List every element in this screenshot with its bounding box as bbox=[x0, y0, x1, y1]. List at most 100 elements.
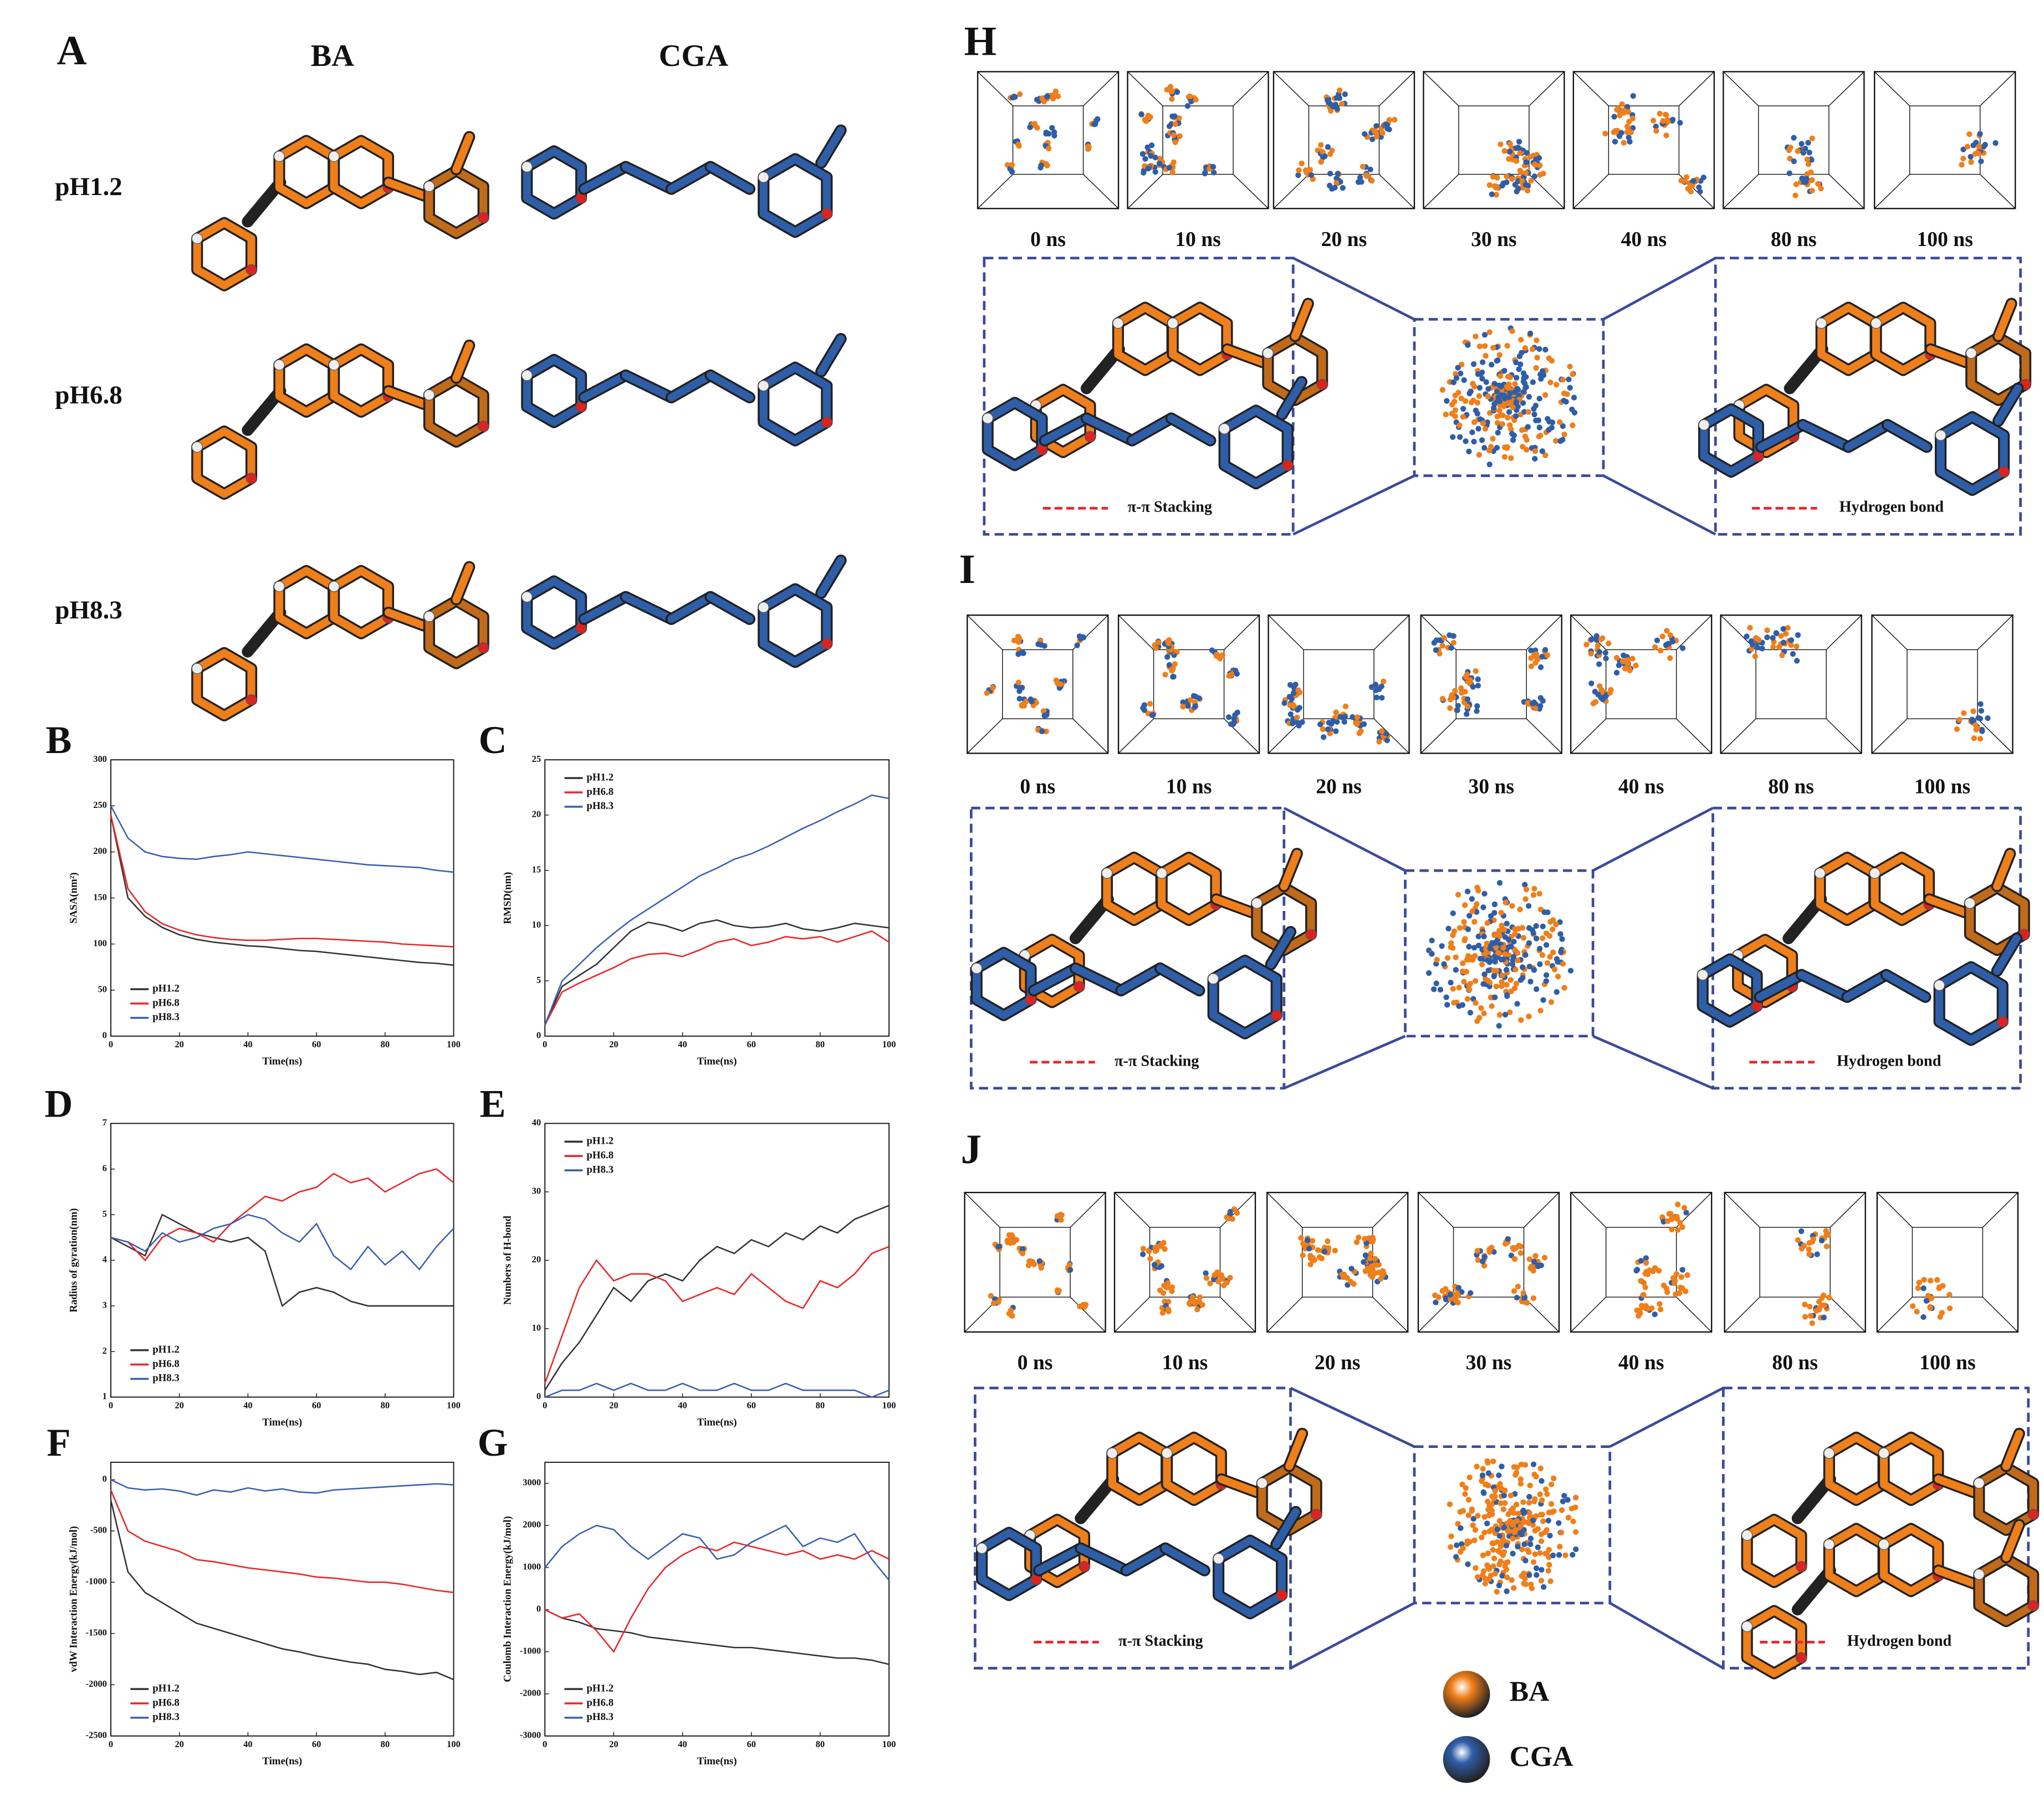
sphere bbox=[1077, 1303, 1083, 1309]
sphere bbox=[1638, 1258, 1644, 1264]
sphere bbox=[1543, 1486, 1549, 1492]
sphere bbox=[1448, 1544, 1454, 1550]
sphere bbox=[988, 1293, 994, 1299]
sphere bbox=[1588, 636, 1595, 642]
sphere bbox=[1675, 1201, 1681, 1207]
sphere bbox=[1227, 1274, 1233, 1281]
sphere bbox=[1325, 726, 1331, 733]
sphere bbox=[1157, 1287, 1163, 1293]
bond bbox=[1041, 414, 1091, 445]
sphere bbox=[1525, 409, 1531, 415]
sphere bbox=[1679, 1267, 1685, 1273]
sphere bbox=[1612, 139, 1618, 145]
sphere bbox=[1485, 393, 1491, 400]
sphere bbox=[1593, 637, 1600, 643]
detail-box bbox=[973, 1386, 1292, 1670]
bond bbox=[1169, 304, 1231, 375]
atom bbox=[1156, 867, 1168, 879]
x-axis-label: Time(ns) bbox=[697, 1417, 737, 1429]
x-tick-label: 60 bbox=[747, 1739, 756, 1749]
sphere bbox=[1491, 1493, 1498, 1499]
y-tick-label: 15 bbox=[532, 864, 541, 874]
sphere bbox=[1525, 903, 1532, 909]
sphere bbox=[1172, 661, 1178, 667]
atom bbox=[273, 581, 285, 592]
sphere bbox=[1485, 1512, 1492, 1519]
sphere bbox=[1475, 676, 1481, 683]
time-label: 10 ns bbox=[1166, 775, 1212, 798]
time-label: 80 ns bbox=[1768, 775, 1814, 798]
sphere bbox=[1567, 968, 1574, 974]
atom bbox=[1084, 431, 1096, 442]
box-edge bbox=[964, 1192, 1000, 1228]
sphere bbox=[1971, 735, 1977, 741]
y-tick-label: 7 bbox=[103, 1117, 107, 1128]
sphere bbox=[1540, 997, 1546, 1003]
sphere bbox=[1197, 1294, 1203, 1301]
box-edge bbox=[1877, 1192, 1913, 1228]
atom bbox=[1161, 1447, 1173, 1459]
sphere bbox=[1527, 1482, 1533, 1488]
sphere bbox=[1041, 99, 1047, 105]
sphere bbox=[1788, 637, 1795, 643]
sphere bbox=[1753, 635, 1759, 641]
panel-label: E bbox=[480, 1082, 506, 1125]
atom bbox=[1814, 867, 1826, 879]
x-tick-label: 0 bbox=[109, 1039, 113, 1050]
sphere bbox=[1496, 880, 1503, 886]
sphere bbox=[1040, 708, 1046, 714]
sphere bbox=[1215, 1278, 1222, 1284]
legend-label: pH6.8 bbox=[152, 997, 180, 1009]
sphere bbox=[1992, 140, 1999, 146]
sphere bbox=[1511, 1256, 1518, 1262]
sphere bbox=[1457, 925, 1463, 931]
sphere bbox=[1310, 1255, 1316, 1261]
sphere bbox=[1973, 722, 1979, 728]
sphere bbox=[1486, 1576, 1492, 1582]
sphere bbox=[1946, 1292, 1953, 1298]
sphere bbox=[1188, 697, 1194, 703]
atom bbox=[821, 208, 832, 219]
sphere bbox=[1500, 1506, 1507, 1512]
legend-sphere bbox=[1443, 1671, 1490, 1718]
box-edge bbox=[1273, 71, 1309, 106]
sphere bbox=[1055, 93, 1061, 100]
time-label: 0 ns bbox=[1020, 775, 1055, 798]
sphere bbox=[1532, 1551, 1538, 1557]
sphere bbox=[1663, 1286, 1669, 1292]
sphere bbox=[1531, 161, 1538, 167]
sphere bbox=[1494, 444, 1500, 451]
series-line bbox=[110, 1168, 454, 1262]
sphere bbox=[1210, 170, 1217, 176]
sphere bbox=[1491, 381, 1498, 387]
atom bbox=[821, 638, 832, 649]
sphere bbox=[1020, 1250, 1026, 1257]
sphere bbox=[1627, 139, 1633, 145]
sphere bbox=[1809, 1320, 1815, 1327]
sphere bbox=[1520, 1290, 1526, 1296]
sphere bbox=[1300, 1252, 1306, 1258]
series-line bbox=[110, 1479, 454, 1496]
sphere bbox=[1508, 1252, 1515, 1258]
sphere bbox=[1501, 1492, 1508, 1498]
atom bbox=[246, 473, 257, 484]
box-edge bbox=[1266, 1297, 1303, 1333]
plot-frame bbox=[110, 1123, 454, 1398]
y-tick-label: 0 bbox=[103, 1473, 107, 1484]
time-label: 80 ns bbox=[1771, 228, 1817, 251]
box-inner bbox=[1149, 1227, 1221, 1298]
sphere bbox=[1502, 951, 1508, 958]
sphere bbox=[1479, 1472, 1486, 1478]
sphere bbox=[1194, 1306, 1200, 1313]
sphere bbox=[1459, 968, 1466, 975]
sphere bbox=[1499, 1573, 1505, 1579]
sphere bbox=[1525, 1547, 1531, 1553]
sphere bbox=[1773, 630, 1779, 636]
sphere bbox=[1621, 140, 1627, 146]
sphere bbox=[1968, 153, 1974, 160]
sphere bbox=[1485, 1498, 1491, 1504]
sphere bbox=[1499, 1463, 1505, 1470]
time-label: 30 ns bbox=[1466, 1351, 1512, 1374]
x-tick-label: 40 bbox=[243, 1400, 252, 1411]
sphere bbox=[1536, 424, 1542, 431]
